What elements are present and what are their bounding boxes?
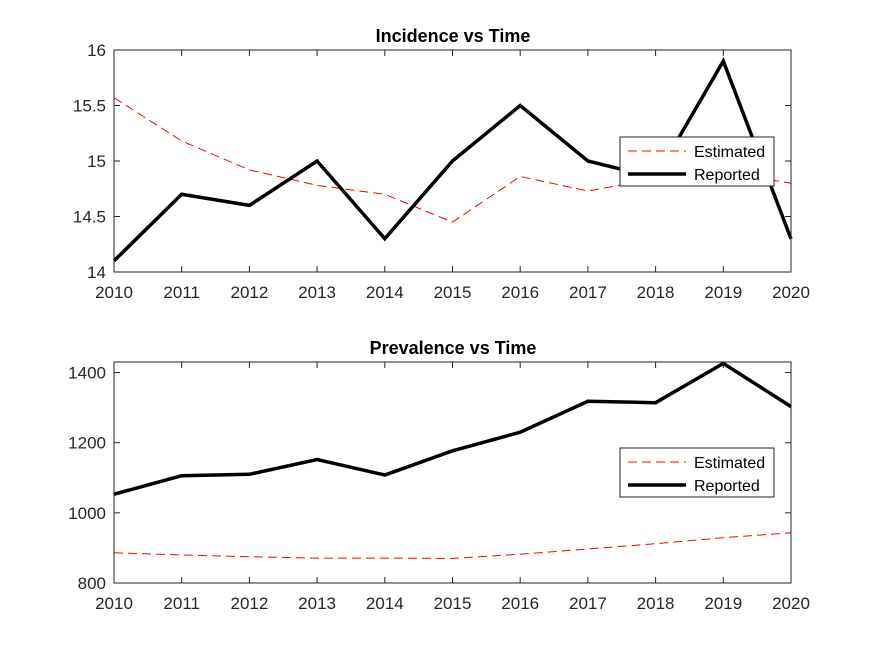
x-tick-label: 2010 bbox=[95, 594, 133, 613]
x-tick-label: 2017 bbox=[569, 594, 607, 613]
y-tick-label: 16 bbox=[87, 41, 106, 60]
legend-box bbox=[619, 136, 775, 187]
x-tick-label: 2020 bbox=[772, 283, 810, 302]
x-tick-label: 2016 bbox=[501, 594, 539, 613]
x-tick-label: 2018 bbox=[637, 283, 675, 302]
y-tick-label: 14.5 bbox=[73, 208, 106, 227]
x-tick-label: 2014 bbox=[366, 594, 404, 613]
legend-label-reported: Reported bbox=[694, 478, 760, 495]
legend: Estimated Reported bbox=[619, 447, 775, 498]
prevalence-chart: Prevalence vs Time 2010 2011 2012 2013 2014 2… bbox=[68, 338, 810, 613]
legend: Estimated Reported bbox=[619, 136, 775, 187]
x-tick-label: 2013 bbox=[298, 283, 336, 302]
y-tick-label: 800 bbox=[78, 574, 106, 593]
x-tick-label: 2019 bbox=[704, 283, 742, 302]
legend-label-estimated: Estimated bbox=[694, 455, 765, 472]
legend-label-reported: Reported bbox=[694, 167, 760, 184]
y-tick-label: 1400 bbox=[68, 364, 106, 383]
y-tick-label: 15 bbox=[87, 152, 106, 171]
x-tick-label: 2018 bbox=[637, 594, 675, 613]
chart-title: Incidence vs Time bbox=[376, 26, 531, 46]
x-tick-label: 2016 bbox=[501, 283, 539, 302]
x-tick-label: 2020 bbox=[772, 594, 810, 613]
y-tick-label: 1000 bbox=[68, 504, 106, 523]
x-tick-label: 2011 bbox=[163, 594, 200, 613]
x-tick-label: 2014 bbox=[366, 283, 404, 302]
legend-box bbox=[619, 447, 775, 498]
y-tick-label: 14 bbox=[87, 263, 106, 282]
x-tick-label: 2015 bbox=[434, 594, 472, 613]
y-tick-label: 15.5 bbox=[73, 97, 106, 116]
x-tick-label: 2012 bbox=[230, 283, 268, 302]
chart-title: Prevalence vs Time bbox=[370, 338, 537, 358]
legend-label-estimated: Estimated bbox=[694, 144, 765, 161]
x-tick-label: 2017 bbox=[569, 283, 607, 302]
x-tick-label: 2019 bbox=[704, 594, 742, 613]
x-tick-label: 2013 bbox=[298, 594, 336, 613]
x-tick-label: 2012 bbox=[230, 594, 268, 613]
x-tick-label: 2011 bbox=[163, 283, 200, 302]
series-line-estimated bbox=[113, 532, 792, 559]
x-tick-label: 2015 bbox=[434, 283, 472, 302]
incidence-chart: Incidence vs Time 2010 2011 2012 2013 2014 20… bbox=[73, 26, 810, 302]
y-tick-label: 1200 bbox=[68, 434, 106, 453]
x-tick-label: 2010 bbox=[95, 283, 133, 302]
series-line-reported bbox=[113, 361, 792, 496]
